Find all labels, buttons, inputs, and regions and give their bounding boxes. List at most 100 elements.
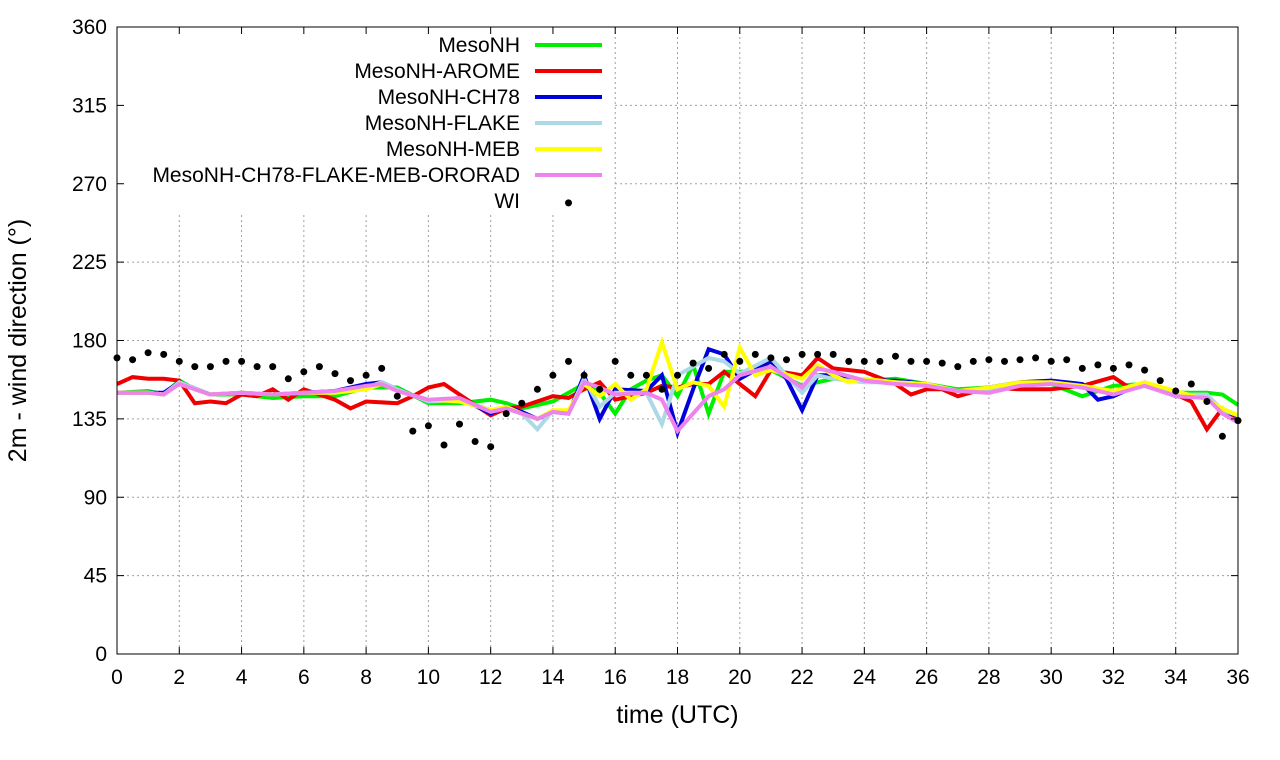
wi-observation-point <box>674 371 681 379</box>
wi-observation-point <box>424 422 432 430</box>
wi-observation-point <box>907 357 915 365</box>
wi-observation-point <box>315 363 323 371</box>
x-tick-label: 16 <box>604 666 627 689</box>
wi-observation-point <box>642 371 650 379</box>
legend-label: MesoNH-MEB <box>386 138 520 161</box>
legend-label: MesoNH-CH78 <box>378 86 520 109</box>
wi-observation-point <box>814 350 822 358</box>
y-tick-label: 180 <box>72 330 107 353</box>
tick-labels: 0 2 4 6 8 10 12 14 16 18 20 22 24 26 28 30 32 34 360459013… <box>72 16 1250 689</box>
tick-marks <box>116 26 1239 655</box>
x-tick-label: 14 <box>541 666 565 689</box>
wi-observation-point <box>222 357 230 365</box>
wi-observation-point <box>985 356 993 364</box>
wi-observation-point <box>596 385 604 393</box>
wi-observation-point <box>767 354 775 362</box>
wi-observation-point <box>627 371 635 379</box>
legend-label: MesoNH-FLAKE <box>365 112 520 135</box>
x-tick-label: 8 <box>360 666 372 689</box>
wi-observation-point <box>1094 361 1102 369</box>
wi-observation-point <box>1032 354 1040 362</box>
x-tick-label: 2 <box>173 666 185 689</box>
wi-observation-point <box>705 364 713 372</box>
wi-observation-point <box>1001 357 1008 365</box>
wi-observation-point <box>736 357 744 365</box>
wi-observation-point <box>1016 356 1024 364</box>
wi-observation-point <box>238 357 246 365</box>
wi-observation-point <box>751 350 759 358</box>
y-tick-label: 270 <box>72 173 107 196</box>
wi-observation-point <box>1063 356 1071 364</box>
wi-observation-point <box>938 359 946 367</box>
wi-observation-point <box>969 357 977 365</box>
legend-label: MesoNH-AROME <box>354 60 520 83</box>
y-tick-label: 315 <box>72 94 107 117</box>
legend: MesoNH MesoNH-AROME MesoNH-CH78 MesoNH-FLAK… <box>152 34 602 213</box>
wi-observation-point <box>580 371 588 379</box>
wi-observation-point <box>860 357 868 365</box>
y-tick-label: 225 <box>72 251 107 274</box>
wi-observation-point <box>1218 432 1226 440</box>
wi-observation-point <box>206 363 214 371</box>
wi-observation-point <box>1078 364 1086 372</box>
series-layer <box>113 199 1242 451</box>
wi-observation-point <box>1203 398 1211 405</box>
wi-observation-point <box>253 363 261 371</box>
wi-observation-point <box>1047 357 1055 365</box>
series-line-4 <box>117 335 1239 422</box>
wi-observation-point <box>440 441 448 449</box>
x-tick-label: 24 <box>853 666 877 689</box>
wi-observation-point <box>378 364 386 372</box>
wi-observation-point <box>783 356 790 364</box>
wi-observation-point <box>533 385 541 393</box>
y-tick-label: 90 <box>84 486 107 509</box>
wi-observation-point <box>269 363 277 371</box>
wi-observation-point <box>409 427 417 435</box>
x-tick-label: 6 <box>298 666 310 689</box>
wi-observation-point <box>393 392 401 400</box>
y-tick-label: 45 <box>84 565 107 588</box>
x-tick-label: 22 <box>790 666 813 689</box>
wi-observation-point <box>658 385 666 393</box>
legend-label: MesoNH <box>438 34 520 57</box>
wi-observation-point <box>954 363 962 371</box>
legend-label: MesoNH-CH78-FLAKE-MEB-ORORAD <box>152 164 520 187</box>
x-axis-title: time (UTC) <box>616 701 738 729</box>
wi-observation-point <box>175 357 183 365</box>
wi-observation-point <box>845 357 853 365</box>
x-tick-label: 26 <box>915 666 938 689</box>
wi-observation-point <box>300 368 308 376</box>
wi-observation-point <box>829 350 837 358</box>
wi-observation-point <box>487 443 495 451</box>
x-tick-label: 28 <box>977 666 1000 689</box>
wi-observation-point <box>1156 377 1164 385</box>
wi-observation-point <box>331 370 339 378</box>
y-tick-label: 135 <box>72 408 107 431</box>
wi-observation-point <box>876 357 884 365</box>
wi-observation-point <box>565 357 572 365</box>
wi-observation-point <box>144 349 152 357</box>
wi-observation-point <box>1109 364 1117 372</box>
wi-observation-point <box>549 371 557 379</box>
wi-observation-point <box>191 363 199 371</box>
x-tick-label: 30 <box>1039 666 1062 689</box>
x-tick-label: 0 <box>111 666 123 689</box>
wi-observation-point <box>892 352 899 360</box>
x-tick-label: 20 <box>728 666 751 689</box>
wi-observation-point <box>502 410 510 418</box>
wi-observation-point <box>129 356 137 364</box>
y-tick-label: 0 <box>95 643 107 666</box>
wi-observation-point <box>518 399 526 407</box>
grid <box>117 27 1238 654</box>
wi-observation-point <box>471 438 479 445</box>
x-tick-label: 32 <box>1102 666 1125 689</box>
legend-label: WI <box>494 190 520 213</box>
wi-observation-point <box>347 377 354 385</box>
x-tick-label: 10 <box>417 666 440 689</box>
x-tick-label: 34 <box>1164 666 1188 689</box>
wi-observation-point <box>923 357 931 365</box>
x-tick-label: 12 <box>479 666 502 689</box>
wi-observation-point <box>1187 380 1195 388</box>
wi-observation-point <box>1125 361 1133 369</box>
